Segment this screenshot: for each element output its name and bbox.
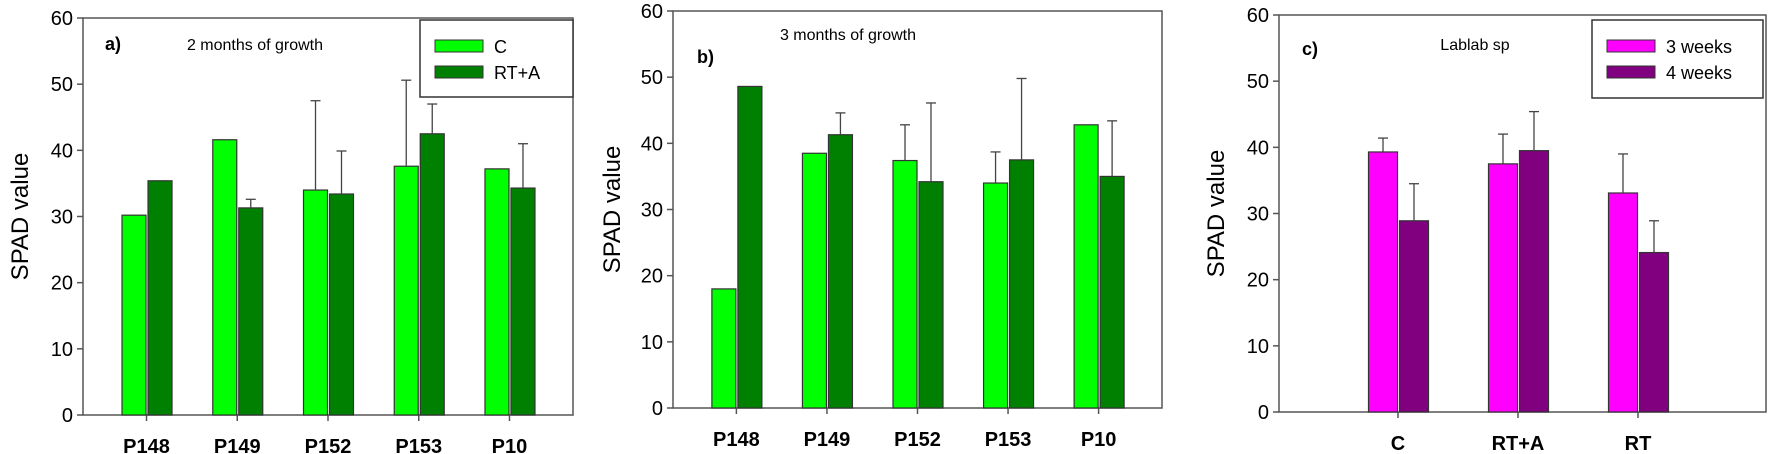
panel-label: c) [1302, 39, 1318, 59]
bar-c-p153 [982, 182, 1009, 409]
bar-rt-a-p149 [827, 134, 854, 409]
y-axis-title: SPAD value [599, 146, 626, 274]
bar-c-p149 [801, 152, 828, 409]
legend-label: 3 weeks [1666, 37, 1732, 57]
x-tick-label: P152 [894, 429, 941, 451]
bar-rt-a-p153 [419, 133, 445, 416]
y-tick-label: 0 [1258, 402, 1269, 424]
legend-swatch [434, 39, 484, 53]
y-tick-label: 10 [51, 339, 73, 361]
x-tick-label: RT+A [1492, 433, 1545, 454]
x-tick-label: C [1391, 433, 1405, 454]
x-tick-label: P10 [492, 436, 528, 454]
legend: C RT+A [419, 19, 574, 98]
legend-box [1591, 19, 1764, 99]
chart-panel-3: 0 10 20 30 40 50 60 SPAD value C RT+A RT c) Lablab s… [1203, 5, 1767, 454]
bar-c-p149 [212, 139, 238, 416]
y-axis-title: SPAD value [1203, 150, 1230, 278]
y-tick-label: 50 [1247, 71, 1269, 93]
y-tick-label: 30 [641, 200, 663, 222]
panel-title: 2 months of growth [187, 37, 323, 54]
bar-rt-a-p148 [147, 180, 173, 416]
bar-4-weeks-c [1398, 220, 1430, 413]
x-tick-label: P153 [395, 436, 442, 454]
chart-panel-1: 0 10 20 30 40 50 60 SPAD value P148 P149 P152 P153 P… [7, 8, 574, 454]
legend-swatch [434, 65, 484, 79]
x-tick-label: P152 [305, 436, 352, 454]
x-tick-label: P10 [1081, 429, 1117, 451]
y-tick-label: 30 [51, 207, 73, 229]
y-axis-title: SPAD value [7, 153, 34, 281]
x-tick-label: P149 [804, 429, 851, 451]
x-tick-label: P148 [123, 436, 170, 454]
bar-rt-a-p10 [510, 187, 536, 416]
y-tick-label: 20 [641, 266, 663, 288]
bar-4-weeks-rt [1638, 251, 1670, 413]
panel-title: 3 months of growth [780, 27, 916, 44]
bar-rt-a-p10 [1099, 175, 1125, 409]
y-tick-label: 60 [1247, 5, 1269, 27]
legend-label: RT+A [494, 63, 540, 83]
bar-c-p152 [302, 189, 329, 416]
y-tick-label: 10 [641, 332, 663, 354]
y-tick-label: 30 [1247, 204, 1269, 226]
x-tick-label: P148 [713, 429, 760, 451]
y-tick-label: 20 [51, 273, 73, 295]
panel-title: Lablab sp [1440, 37, 1509, 54]
legend-swatch [1606, 65, 1656, 79]
legend-box [419, 19, 574, 98]
bar-3-weeks-rt-a [1487, 163, 1519, 413]
bar-rt-a-p152 [328, 193, 355, 416]
legend: 3 weeks 4 weeks [1591, 19, 1764, 99]
legend-swatch [1606, 39, 1656, 53]
y-tick-label: 50 [51, 74, 73, 96]
panel-label: a) [105, 34, 121, 54]
bar-c-p148 [711, 288, 737, 409]
x-tick-label: P149 [214, 436, 261, 454]
bar-c-p10 [1073, 124, 1099, 409]
bar-c-p148 [121, 214, 147, 416]
bar-c-p10 [484, 168, 510, 416]
y-tick-label: 0 [62, 405, 73, 427]
y-tick-label: 40 [1247, 137, 1269, 159]
legend-label: C [494, 37, 507, 57]
y-tick-label: 60 [51, 8, 73, 30]
x-tick-label: P153 [985, 429, 1032, 451]
y-tick-label: 60 [641, 1, 663, 23]
y-tick-label: 10 [1247, 336, 1269, 358]
legend-label: 4 weeks [1666, 63, 1732, 83]
bar-4-weeks-rt-a [1518, 150, 1550, 413]
y-tick-label: 40 [51, 140, 73, 162]
y-tick-label: 0 [652, 398, 663, 420]
panel-label: b) [697, 47, 714, 67]
bar-3-weeks-rt [1607, 192, 1639, 413]
y-tick-label: 20 [1247, 270, 1269, 292]
bar-rt-a-p148 [737, 85, 763, 409]
chart-panel-2: 0 10 20 30 40 50 60 SPAD value P148 P149 P152 P153 P… [599, 1, 1163, 451]
bar-rt-a-p153 [1008, 159, 1035, 409]
bar-3-weeks-c [1367, 151, 1399, 413]
x-tick-label: RT [1625, 433, 1652, 454]
bar-rt-a-p149 [238, 207, 264, 416]
bar-c-p152 [892, 159, 918, 409]
y-tick-label: 50 [641, 67, 663, 89]
bar-c-p153 [393, 165, 419, 416]
y-tick-label: 40 [641, 133, 663, 155]
bar-rt-a-p152 [918, 181, 944, 409]
